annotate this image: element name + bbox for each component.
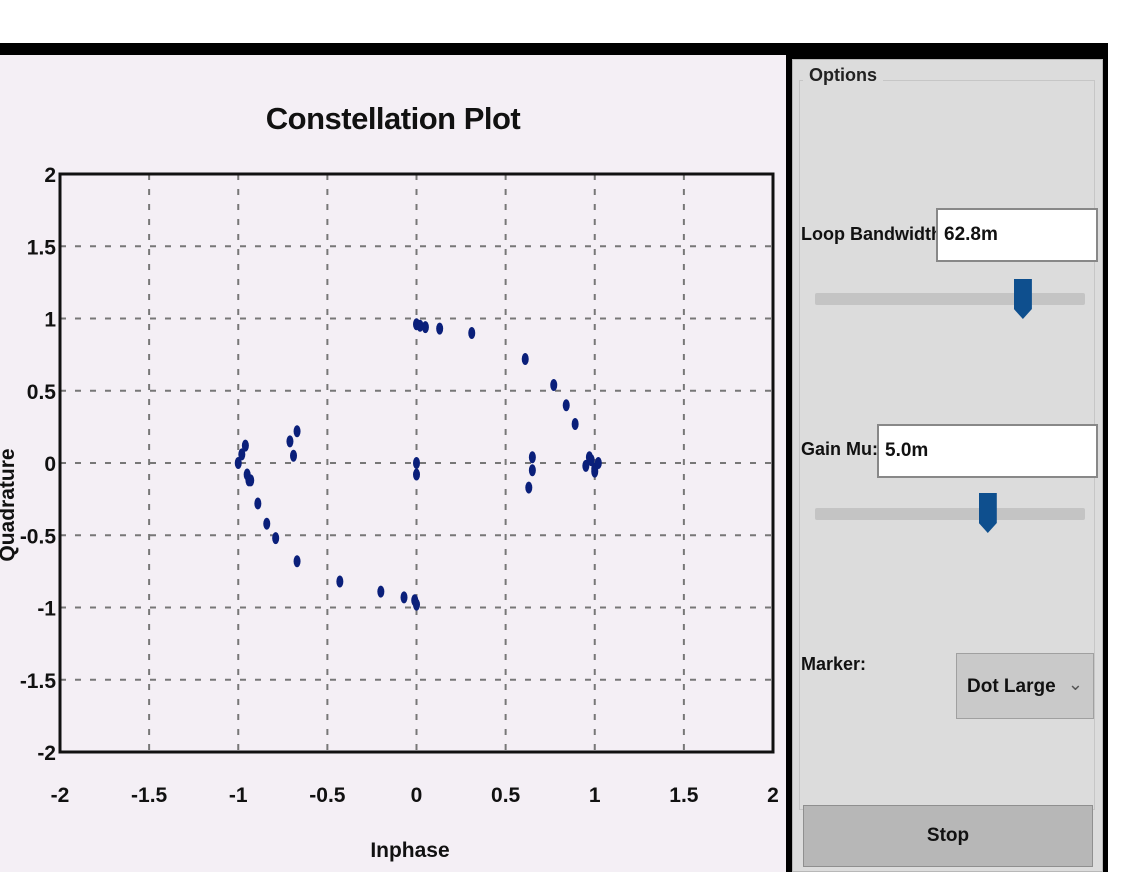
constellation-point [413, 468, 420, 481]
constellation-point [468, 326, 476, 339]
y-axis-label: Quadrature [0, 448, 19, 562]
loop-bandwidth-input[interactable] [936, 208, 1098, 262]
constellation-point [413, 598, 420, 611]
constellation-point [377, 585, 385, 598]
x-axis-label: Inphase [370, 839, 450, 862]
constellation-point [241, 439, 249, 452]
loop-bandwidth-slider-thumb[interactable] [1013, 279, 1032, 319]
y-tick-label: 1 [44, 309, 56, 332]
x-tick-label: 2 [767, 784, 779, 807]
constellation-point [571, 417, 579, 430]
constellation-point [413, 457, 420, 469]
constellation-point [234, 457, 242, 469]
constellation-point [421, 321, 429, 334]
loop-bandwidth-slider[interactable] [815, 293, 1085, 305]
app-window: -2 -1.5 -1 -0.5 0 0.5 1 1.5 2 2 1.5 1 0.5 0 -0.5 -1 -1.5… [0, 43, 1108, 872]
constellation-point [528, 464, 536, 477]
constellation-point [562, 399, 570, 412]
y-tick-label: -0.5 [20, 525, 57, 548]
gain-mu-slider-thumb[interactable] [978, 493, 997, 533]
gain-mu-slider[interactable] [815, 508, 1085, 520]
constellation-point [293, 425, 301, 438]
y-tick-label: 2 [44, 164, 56, 187]
constellation-point [582, 459, 590, 472]
y-tick-label: -1.5 [20, 670, 57, 693]
x-tick-label: -0.5 [309, 784, 346, 807]
x-tick-label: 0.5 [491, 784, 521, 807]
constellation-point [247, 474, 255, 487]
marker-select-value: Dot Large [967, 676, 1056, 697]
constellation-point [336, 575, 344, 588]
x-tick-label: -1 [229, 784, 248, 807]
constellation-point [263, 517, 271, 530]
constellation-point [293, 555, 301, 568]
constellation-point [400, 591, 408, 604]
loop-bandwidth-label: Loop Bandwidth: [801, 224, 948, 244]
y-tick-label: 1.5 [27, 236, 57, 259]
constellation-point [254, 497, 262, 510]
x-tick-label: 1 [589, 784, 601, 807]
gain-mu-label: Gain Mu: [801, 439, 878, 459]
constellation-point [594, 457, 602, 469]
y-tick-label: -1 [37, 598, 56, 621]
constellation-point [416, 319, 424, 332]
y-tick-label: 0 [44, 453, 56, 476]
constellation-point [272, 532, 280, 545]
x-tick-label: 0 [411, 784, 423, 807]
plot-title: Constellation Plot [265, 101, 521, 136]
options-panel: Options Loop Bandwidth: Gain Mu: Marker:… [792, 59, 1103, 872]
y-tick-label: 0.5 [27, 381, 57, 404]
constellation-point [550, 378, 558, 391]
constellation-point [591, 465, 599, 478]
constellation-point [525, 481, 533, 494]
x-tick-label: 1.5 [669, 784, 699, 807]
x-tick-label: -2 [51, 784, 70, 807]
constellation-point [436, 322, 444, 335]
constellation-point [286, 435, 294, 448]
constellation-point [521, 352, 529, 365]
marker-select[interactable]: Dot Large ⌄ [956, 653, 1094, 719]
constellation-point [238, 448, 246, 461]
constellation-plot-panel: -2 -1.5 -1 -0.5 0 0.5 1 1.5 2 2 1.5 1 0.5 0 -0.5 -1 -1.5… [0, 55, 786, 872]
constellation-plot-canvas: -2 -1.5 -1 -0.5 0 0.5 1 1.5 2 2 1.5 1 0.5 0 -0.5 -1 -1.5… [20, 164, 779, 807]
constellation-point [528, 451, 536, 464]
marker-label: Marker: [801, 654, 867, 674]
options-legend: Options [803, 65, 883, 86]
plot-frame [58, 172, 775, 754]
chevron-down-icon: ⌄ [1067, 674, 1083, 694]
x-tick-label: -1.5 [131, 784, 168, 807]
constellation-point [587, 454, 595, 467]
constellation-point [290, 449, 298, 462]
y-tick-label: -2 [37, 742, 56, 765]
stop-button[interactable]: Stop [803, 805, 1093, 867]
gain-mu-input[interactable] [877, 424, 1098, 478]
